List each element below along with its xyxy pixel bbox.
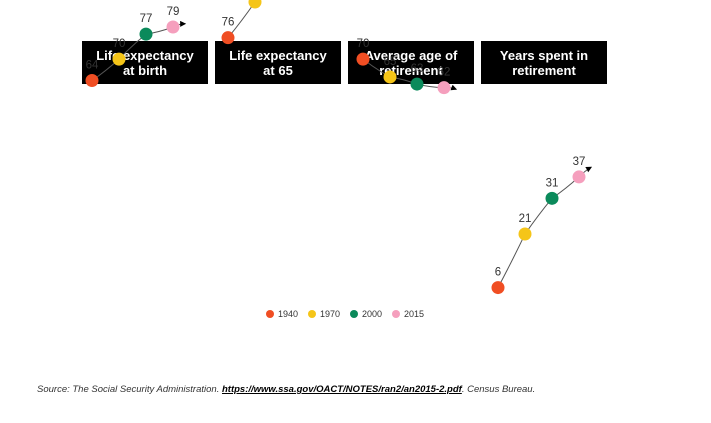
panel-3: 6 21 31 37 <box>491 156 593 295</box>
point-1970 <box>518 227 532 241</box>
panel-title-average-retirement-age: Average age of retirement <box>348 41 474 84</box>
data-label: 31 <box>546 177 559 189</box>
data-label: 62 <box>438 67 451 79</box>
legend: 1940 1970 2000 2015 <box>266 309 424 319</box>
panel-1: 76869499 <box>221 0 262 45</box>
legend-label: 2015 <box>404 309 424 319</box>
data-label: 64 <box>86 60 99 72</box>
legend-item-1970: 1970 <box>308 309 340 319</box>
point-1970 <box>248 0 262 9</box>
panel-0: 64 70 77 79 <box>85 6 187 88</box>
point-1970 <box>383 70 397 84</box>
series-line-1 <box>227 0 258 38</box>
point-2000 <box>139 27 153 41</box>
data-label: 70 <box>357 38 370 50</box>
legend-swatch <box>350 310 358 318</box>
panel-2: 70 65 63 62 <box>356 38 458 95</box>
legend-swatch <box>308 310 316 318</box>
source-prefix: Source: The Social Security Administrati… <box>37 384 222 395</box>
data-label: 76 <box>222 17 235 29</box>
data-label: 37 <box>573 156 586 168</box>
legend-item-2015: 2015 <box>392 309 424 319</box>
point-1940 <box>85 74 99 88</box>
legend-item-1940: 1940 <box>266 309 298 319</box>
data-label: 79 <box>167 6 180 18</box>
legend-swatch <box>392 310 400 318</box>
point-2000 <box>410 77 424 91</box>
legend-item-2000: 2000 <box>350 309 382 319</box>
data-label: 70 <box>113 38 126 50</box>
panel-title-life-expectancy-65: Life expectancy at 65 <box>215 41 341 84</box>
point-1940 <box>491 281 505 295</box>
source-suffix: . Census Bureau. <box>461 384 536 395</box>
panel-title-life-expectancy-birth: Life expectancy at birth <box>82 41 208 84</box>
point-1940 <box>221 31 235 45</box>
legend-label: 2000 <box>362 309 382 319</box>
data-label: 77 <box>140 13 153 25</box>
point-1970 <box>112 52 126 66</box>
point-2015 <box>437 81 451 95</box>
panel-title-years-in-retirement: Years spent in retirement <box>481 41 607 84</box>
source-note: Source: The Social Security Administrati… <box>37 384 535 395</box>
legend-label: 1970 <box>320 309 340 319</box>
data-label: 6 <box>495 267 501 279</box>
legend-label: 1940 <box>278 309 298 319</box>
legend-swatch <box>266 310 274 318</box>
point-2015 <box>572 170 586 184</box>
point-2000 <box>545 191 559 205</box>
point-1940 <box>356 52 370 66</box>
data-label: 63 <box>411 63 424 75</box>
series-line-3 <box>497 166 593 288</box>
point-2015 <box>166 20 180 34</box>
data-label: 65 <box>384 56 397 68</box>
data-label: 21 <box>519 213 532 225</box>
source-link[interactable]: https://www.ssa.gov/OACT/NOTES/ran2/an20… <box>221 384 462 395</box>
